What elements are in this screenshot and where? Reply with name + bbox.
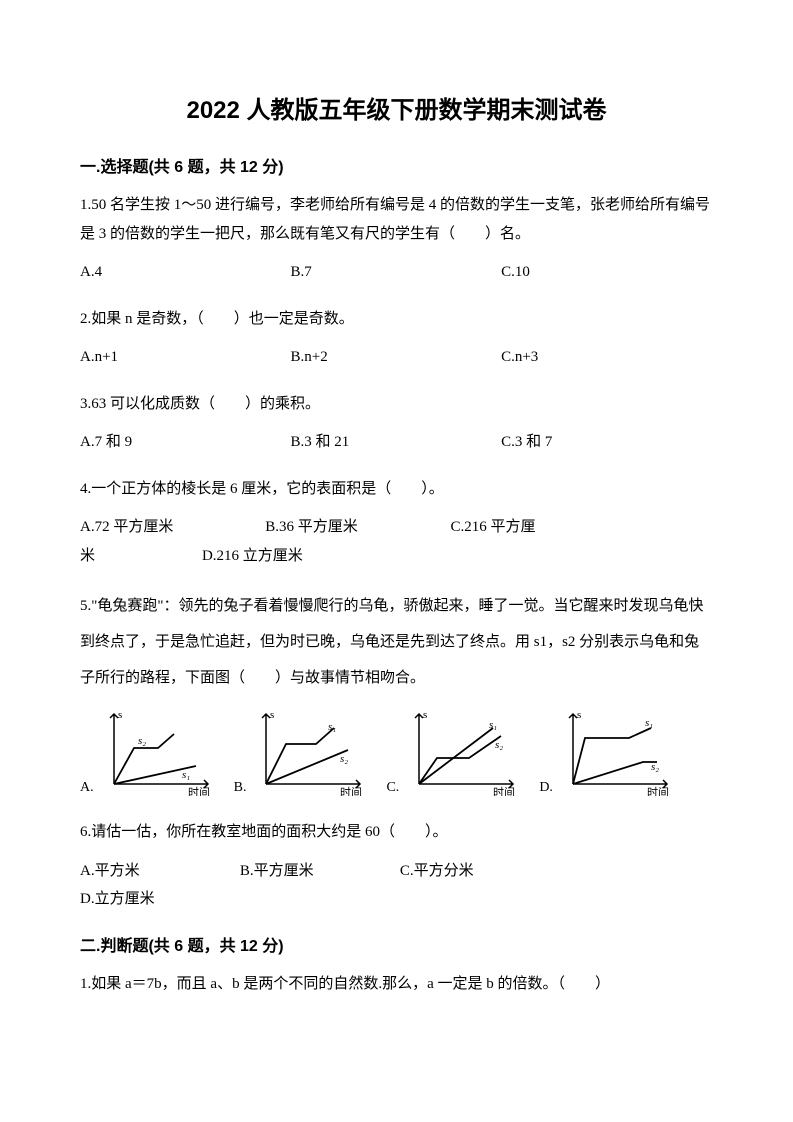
chart-a-s2: s₂ bbox=[138, 735, 146, 747]
q1-options: A.4 B.7 C.10 bbox=[80, 258, 713, 287]
chart-d-s2: s₂ bbox=[651, 761, 659, 773]
chart-b-s1: s₁ bbox=[328, 721, 336, 733]
chart-a-ylabel: s bbox=[118, 709, 122, 721]
q5-chartB: B. s 时间 s₁ s₂ bbox=[234, 706, 369, 796]
section2-heading: 二.判断题(共 6 题，共 12 分) bbox=[80, 932, 713, 956]
chart-d-ylabel: s bbox=[577, 709, 581, 721]
q2-options: A.n+1 B.n+2 C.n+3 bbox=[80, 343, 713, 372]
q2-text: 2.如果 n 是奇数，（ ）也一定是奇数。 bbox=[80, 305, 713, 334]
q1-optB: B.7 bbox=[291, 258, 494, 287]
q6-optA: A.平方米 bbox=[80, 857, 232, 886]
q6-text: 6.请估一估，你所在教室地面的面积大约是 60（ ）。 bbox=[80, 818, 713, 847]
chart-d-xlabel: 时间 bbox=[647, 786, 669, 796]
q5-chartC: C. s 时间 s₁ s₂ bbox=[386, 706, 521, 796]
chart-a-svg: s 时间 s₂ s₁ bbox=[96, 706, 216, 796]
q5-chartD: D. s 时间 s₁ s₂ bbox=[539, 706, 675, 796]
q1-optA: A.4 bbox=[80, 258, 283, 287]
q2-optC: C.n+3 bbox=[501, 343, 704, 372]
q3-optA: A.7 和 9 bbox=[80, 428, 283, 457]
chart-d-s1: s₁ bbox=[645, 717, 653, 729]
chart-d-svg: s 时间 s₁ s₂ bbox=[555, 706, 675, 796]
q6-optC: C.平方分米 bbox=[400, 857, 552, 886]
q4-optC: C.216 平方厘 bbox=[450, 513, 703, 542]
q1-text: 1.50 名学生按 1～50 进行编号，李老师给所有编号是 4 的倍数的学生一支… bbox=[80, 191, 713, 248]
tf1-text: 1.如果 a＝7b，而且 a、b 是两个不同的自然数.那么，a 一定是 b 的倍… bbox=[80, 970, 713, 999]
q5-labelB: B. bbox=[234, 780, 247, 796]
chart-c-s2: s₂ bbox=[495, 739, 503, 751]
chart-c-svg: s 时间 s₁ s₂ bbox=[401, 706, 521, 796]
q6-optD: D.立方厘米 bbox=[80, 885, 232, 914]
q3-options: A.7 和 9 B.3 和 21 C.3 和 7 bbox=[80, 428, 713, 457]
chart-c-xlabel: 时间 bbox=[493, 786, 515, 796]
q4-optA: A.72 平方厘米 bbox=[80, 513, 257, 542]
q4-optD: D.216 立方厘米 bbox=[202, 542, 303, 571]
chart-c-s1: s₁ bbox=[489, 719, 497, 731]
q5-chartA: A. s 时间 s₂ s₁ bbox=[80, 706, 216, 796]
chart-b-s2: s₂ bbox=[340, 753, 348, 765]
q6-optB: B.平方厘米 bbox=[240, 857, 392, 886]
page-title: 2022 人教版五年级下册数学期末测试卷 bbox=[80, 90, 713, 125]
q4-options: A.72 平方厘米 B.36 平方厘米 C.216 平方厘 米 D.216 立方… bbox=[80, 513, 713, 570]
q2-optA: A.n+1 bbox=[80, 343, 283, 372]
chart-b-xlabel: 时间 bbox=[340, 786, 362, 796]
q5-labelD: D. bbox=[539, 780, 553, 796]
chart-b-ylabel: s bbox=[270, 709, 274, 721]
chart-c-ylabel: s bbox=[423, 709, 427, 721]
q3-optC: C.3 和 7 bbox=[501, 428, 704, 457]
q3-optB: B.3 和 21 bbox=[291, 428, 494, 457]
q5-charts: A. s 时间 s₂ s₁ B. s 时间 bbox=[80, 706, 713, 796]
q5-text: 5."龟兔赛跑"：领先的兔子看着慢慢爬行的乌龟，骄傲起来，睡了一觉。当它醒来时发… bbox=[80, 588, 713, 696]
chart-a-s1: s₁ bbox=[182, 769, 190, 781]
q4-text: 4.一个正方体的棱长是 6 厘米，它的表面积是（ ）。 bbox=[80, 475, 713, 504]
exam-page: 2022 人教版五年级下册数学期末测试卷 一.选择题(共 6 题，共 12 分)… bbox=[0, 0, 793, 1122]
q2-optB: B.n+2 bbox=[291, 343, 494, 372]
q5-labelA: A. bbox=[80, 780, 94, 796]
q6-options: A.平方米 B.平方厘米 C.平方分米 D.立方厘米 bbox=[80, 857, 713, 914]
q4-optB: B.36 平方厘米 bbox=[265, 513, 442, 542]
chart-a-xlabel: 时间 bbox=[188, 786, 210, 796]
q3-text: 3.63 可以化成质数（ ）的乘积。 bbox=[80, 390, 713, 419]
q5-labelC: C. bbox=[386, 780, 399, 796]
q4-optC-cont: 米 bbox=[80, 542, 194, 571]
section1-heading: 一.选择题(共 6 题，共 12 分) bbox=[80, 153, 713, 177]
chart-b-svg: s 时间 s₁ s₂ bbox=[248, 706, 368, 796]
q1-optC: C.10 bbox=[501, 258, 704, 287]
